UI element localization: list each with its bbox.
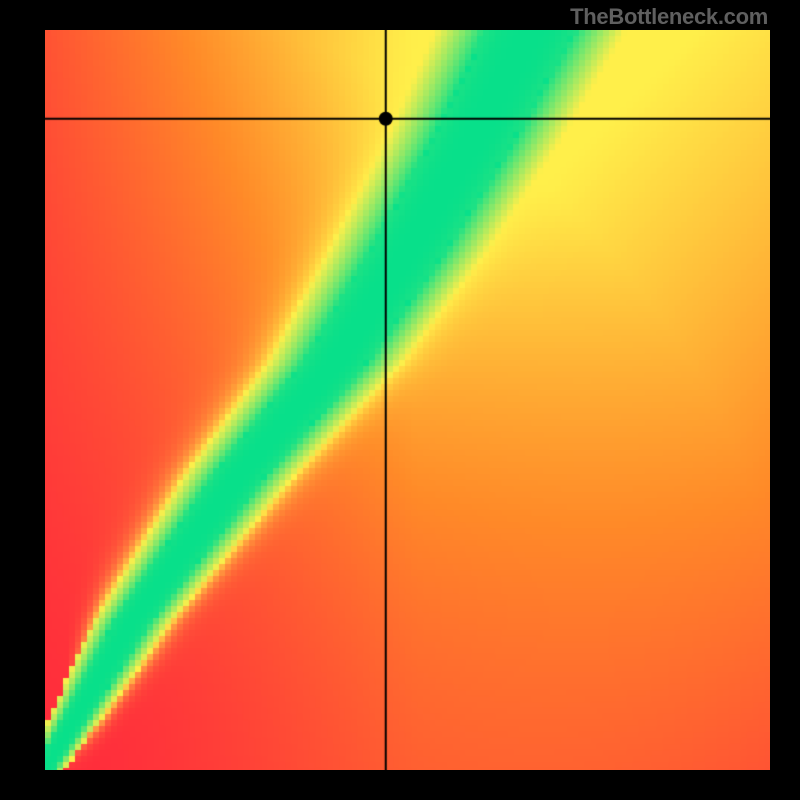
attribution-text: TheBottleneck.com <box>570 4 768 30</box>
bottleneck-heatmap <box>45 30 770 770</box>
